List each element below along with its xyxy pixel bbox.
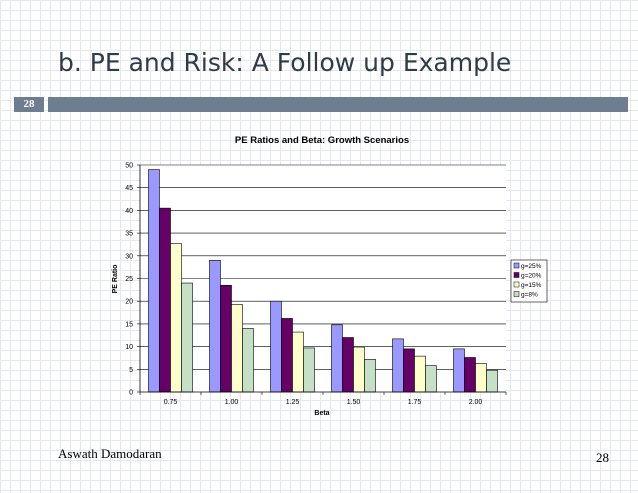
bar: [425, 365, 437, 393]
legend-swatch: [513, 281, 520, 288]
y-tick-label: 0: [129, 390, 133, 397]
bar: [475, 363, 487, 393]
bar: [181, 282, 193, 393]
chart-title: PE Ratios and Beta: Growth Scenarios: [235, 135, 409, 146]
x-tick-label: 2.00: [469, 399, 483, 406]
x-axis-label: Beta: [314, 410, 329, 417]
legend-label: g=8%: [521, 292, 538, 299]
bar: [170, 243, 182, 393]
page-number: 28: [596, 450, 609, 465]
bar: [220, 285, 232, 393]
y-tick-label: 20: [125, 299, 133, 306]
x-tick-label: 1.25: [286, 399, 300, 406]
bar: [403, 348, 415, 393]
x-tick-label: 1.75: [408, 399, 422, 406]
y-tick-label: 5: [129, 367, 133, 374]
bar: [464, 357, 476, 393]
x-tick-label: 1.50: [347, 399, 361, 406]
x-tick-label: 1.00: [225, 399, 239, 406]
legend-label: g=20%: [521, 273, 542, 280]
bar: [231, 304, 243, 393]
x-tick-label: 0.75: [164, 399, 178, 406]
y-tick-label: 30: [125, 253, 133, 260]
bar: [392, 338, 404, 393]
y-tick-label: 45: [125, 185, 133, 192]
legend-swatch: [513, 291, 520, 297]
bar: [292, 331, 304, 393]
legend-swatch: [513, 272, 520, 278]
y-tick-label: 50: [125, 163, 133, 170]
footer-author: Aswath Damodaran: [58, 446, 162, 461]
bar: [303, 347, 315, 393]
legend-label: g=15%: [521, 282, 542, 289]
bar: [414, 355, 426, 393]
bar: [486, 369, 498, 393]
bar: [270, 300, 282, 393]
bar: [453, 348, 465, 393]
bar: [331, 324, 343, 393]
y-tick-label: 15: [125, 321, 133, 328]
y-tick-label: 10: [125, 344, 133, 351]
legend-swatch: [513, 262, 520, 269]
bar: [353, 346, 365, 393]
y-tick-label: 35: [125, 231, 133, 238]
bar: [242, 328, 254, 393]
divider-bar: [48, 97, 628, 112]
slide-title: b. PE and Risk: A Follow up Example: [58, 48, 512, 77]
bar: [159, 207, 171, 393]
bar: [148, 169, 160, 393]
bar: [364, 359, 376, 393]
y-tick-label: 40: [125, 208, 133, 215]
legend-label: g=25%: [521, 263, 542, 270]
bar: [209, 260, 221, 393]
slide-number-badge: 28: [14, 97, 44, 112]
y-tick-label: 25: [125, 276, 133, 283]
bar: [342, 337, 354, 393]
bar: [281, 318, 293, 393]
y-axis-label: PE Ratio: [112, 265, 119, 294]
